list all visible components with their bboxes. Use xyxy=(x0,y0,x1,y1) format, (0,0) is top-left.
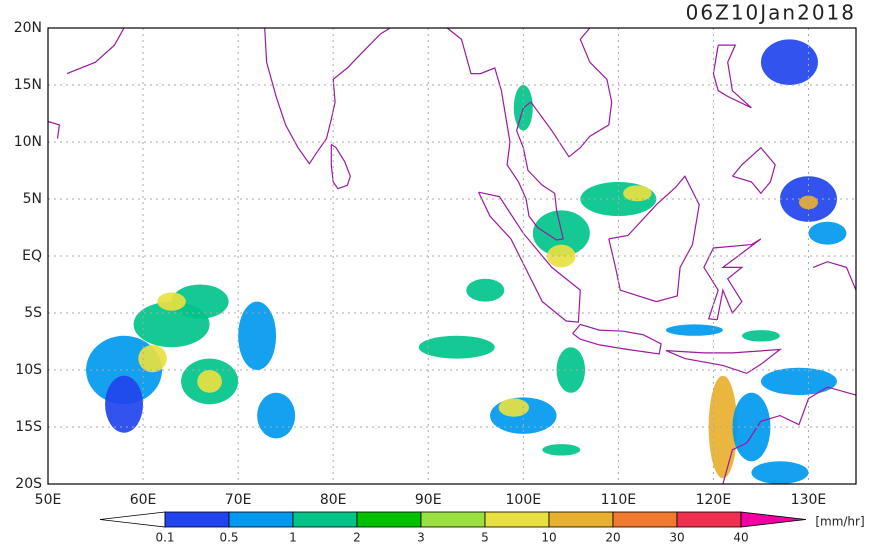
coastline xyxy=(608,175,700,303)
coastline xyxy=(731,146,776,195)
coastline xyxy=(330,143,351,190)
lon-label: 130E xyxy=(791,492,827,508)
lon-label: 90E xyxy=(415,492,442,508)
rain-patch xyxy=(542,444,581,456)
colorbar-segment xyxy=(548,511,614,528)
lat-label: 20N xyxy=(14,20,42,36)
lon-label: 110E xyxy=(601,492,637,508)
map-title: 06Z10Jan2018 xyxy=(686,1,856,25)
colorbar-segment xyxy=(676,511,742,528)
coastlines xyxy=(47,27,857,485)
colorbar-segment xyxy=(484,511,550,528)
coastline xyxy=(572,323,662,355)
rain-patch xyxy=(751,461,809,484)
lat-label: 5S xyxy=(24,305,42,321)
colorbar-label: 10 xyxy=(541,531,556,545)
lon-label: 50E xyxy=(35,492,62,508)
lat-label: 10S xyxy=(15,362,42,378)
rain-patch xyxy=(197,370,222,393)
rain-patch xyxy=(238,301,277,370)
coastline xyxy=(703,238,762,321)
precipitation xyxy=(86,39,847,484)
rain-patch xyxy=(418,335,495,359)
colorbar-label: 20 xyxy=(605,531,620,545)
lat-label: EQ xyxy=(22,248,42,264)
rain-patch xyxy=(665,324,723,336)
coastline xyxy=(712,44,752,109)
colorbar-label: 2 xyxy=(353,531,361,545)
rain-patch xyxy=(157,292,186,311)
colorbar-label: 40 xyxy=(733,531,748,545)
lon-label: 80E xyxy=(320,492,347,508)
colorbar-segment xyxy=(228,511,294,528)
colorbar-label: 3 xyxy=(417,531,425,545)
colorbar-segment xyxy=(356,511,422,528)
colorbar-label: 0.1 xyxy=(155,531,174,545)
coastline xyxy=(66,27,125,75)
map-frame xyxy=(47,27,857,485)
colorbar-label: 1 xyxy=(289,531,297,545)
rain-patch xyxy=(171,284,229,319)
rain-patch xyxy=(760,367,837,396)
lat-label: 15N xyxy=(14,77,42,93)
rain-patch xyxy=(466,278,505,302)
coastline xyxy=(478,191,581,323)
colorbar-under xyxy=(99,511,166,528)
colorbar-label: 5 xyxy=(481,531,489,545)
rain-patch xyxy=(498,398,529,417)
lat-label: 5N xyxy=(23,191,42,207)
rain-patch xyxy=(257,392,296,439)
rain-patch xyxy=(547,244,576,268)
rain-patch xyxy=(808,221,847,245)
colorbar-segment xyxy=(292,511,358,528)
lat-label: 10N xyxy=(14,134,42,150)
colorbar-segment xyxy=(612,511,678,528)
rain-patch xyxy=(138,344,167,373)
rain-patch xyxy=(105,375,144,433)
colorbar-segment xyxy=(420,511,486,528)
coastline xyxy=(812,261,857,291)
lon-label: 60E xyxy=(130,492,157,508)
rain-patch xyxy=(708,375,738,479)
coastline xyxy=(47,120,61,139)
coastline xyxy=(722,386,857,485)
lon-label: 70E xyxy=(225,492,252,508)
colorbar-over xyxy=(740,511,807,528)
colorbar-label: 0.5 xyxy=(219,531,238,545)
coastline xyxy=(264,27,391,165)
lon-label: 100E xyxy=(506,492,542,508)
colorbar-segment xyxy=(164,511,230,528)
colorbar-unit: [mm/hr] xyxy=(815,515,864,529)
coastline xyxy=(446,27,613,241)
rain-patch xyxy=(741,330,780,342)
lat-label: 20S xyxy=(15,476,42,492)
rain-patch xyxy=(623,185,652,202)
colorbar-label: 30 xyxy=(669,531,684,545)
lon-label: 120E xyxy=(696,492,732,508)
rain-patch xyxy=(760,39,818,85)
lat-label: 15S xyxy=(15,419,42,435)
